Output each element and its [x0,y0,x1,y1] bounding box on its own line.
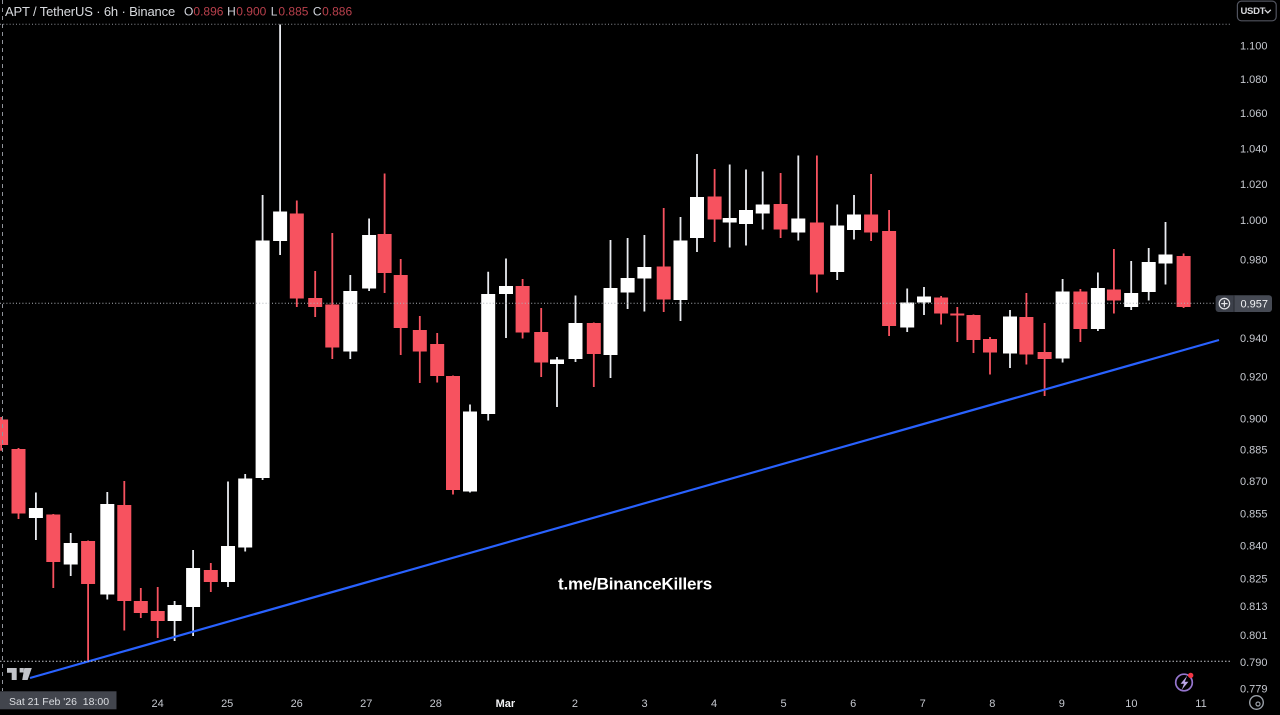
svg-text:0.870: 0.870 [1240,476,1268,488]
svg-text:0.813: 0.813 [1240,601,1268,613]
svg-text:USDT: USDT [1241,6,1266,17]
svg-text:C: C [313,5,322,19]
svg-text:0.940: 0.940 [1240,333,1268,345]
svg-text:0.896: 0.896 [193,5,223,19]
svg-text:1.040: 1.040 [1240,144,1268,156]
svg-text:10: 10 [1125,698,1137,710]
svg-text:0.920: 0.920 [1240,371,1268,383]
svg-text:9: 9 [1059,698,1065,710]
svg-text:0.885: 0.885 [278,5,308,19]
svg-text:0.840: 0.840 [1240,540,1268,552]
svg-text:H: H [227,5,236,19]
svg-text:11: 11 [1195,698,1206,710]
svg-text:25: 25 [221,698,233,710]
svg-text:0.980: 0.980 [1240,254,1268,266]
svg-text:L: L [271,5,278,19]
svg-text:t.me/BinanceKillers: t.me/BinanceKillers [558,575,712,594]
svg-text:1.060: 1.060 [1240,108,1268,120]
svg-text:0.885: 0.885 [1240,445,1268,457]
svg-text:0.957: 0.957 [1241,299,1269,311]
svg-text:0.801: 0.801 [1240,630,1268,642]
svg-text:O: O [184,5,193,19]
svg-text:0.900: 0.900 [236,5,266,19]
svg-text:Mar: Mar [496,698,516,710]
svg-text:4: 4 [711,698,717,710]
svg-text:0.855: 0.855 [1240,508,1268,520]
svg-text:2: 2 [572,698,578,710]
svg-text:5: 5 [781,698,787,710]
svg-text:28: 28 [430,698,442,710]
svg-text:27: 27 [360,698,372,710]
svg-text:1.100: 1.100 [1240,40,1268,52]
svg-text:0.825: 0.825 [1240,573,1268,585]
svg-text:Sat 21 Feb '26 18:00: Sat 21 Feb '26 18:00 [9,696,109,708]
svg-text:0.790: 0.790 [1240,657,1268,669]
svg-text:1.000: 1.000 [1240,215,1268,227]
svg-text:26: 26 [291,698,303,710]
svg-text:0.886: 0.886 [322,5,352,19]
svg-text:0.900: 0.900 [1240,414,1268,426]
svg-text:7: 7 [920,698,926,710]
svg-text:0.779: 0.779 [1240,683,1268,695]
svg-text:APT / TetherUS · 6h · Binance: APT / TetherUS · 6h · Binance [5,4,175,19]
svg-text:1.020: 1.020 [1240,179,1268,191]
svg-text:8: 8 [989,698,995,710]
svg-text:3: 3 [641,698,647,710]
svg-text:6: 6 [850,698,856,710]
svg-text:1.080: 1.080 [1240,74,1268,86]
svg-text:24: 24 [151,698,163,710]
